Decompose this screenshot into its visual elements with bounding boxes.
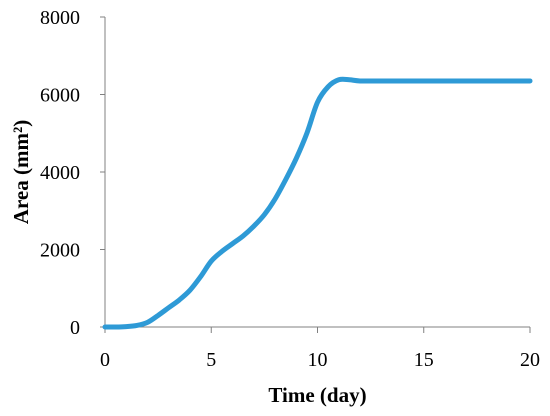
x-tick-label: 20 xyxy=(520,349,540,371)
y-tick-label: 6000 xyxy=(40,85,80,107)
series-line-0 xyxy=(102,76,533,330)
x-tick-label: 15 xyxy=(414,349,434,371)
ticks: 0 2000 4000 6000 8000 0 5 10 15 20 xyxy=(40,7,540,371)
y-tick-label: 0 xyxy=(70,317,80,339)
y-tick-label: 2000 xyxy=(40,240,80,262)
x-axis-title: Time (day) xyxy=(268,383,366,407)
x-tick-label: 0 xyxy=(100,349,110,371)
x-tick-label: 10 xyxy=(308,349,328,371)
x-tick-label: 5 xyxy=(206,349,216,371)
y-tick-label: 4000 xyxy=(40,162,80,184)
axes xyxy=(104,17,530,328)
y-tick-label: 8000 xyxy=(40,7,80,29)
y-axis-title: Area (mm²) xyxy=(9,120,33,224)
series-layer xyxy=(102,76,533,330)
